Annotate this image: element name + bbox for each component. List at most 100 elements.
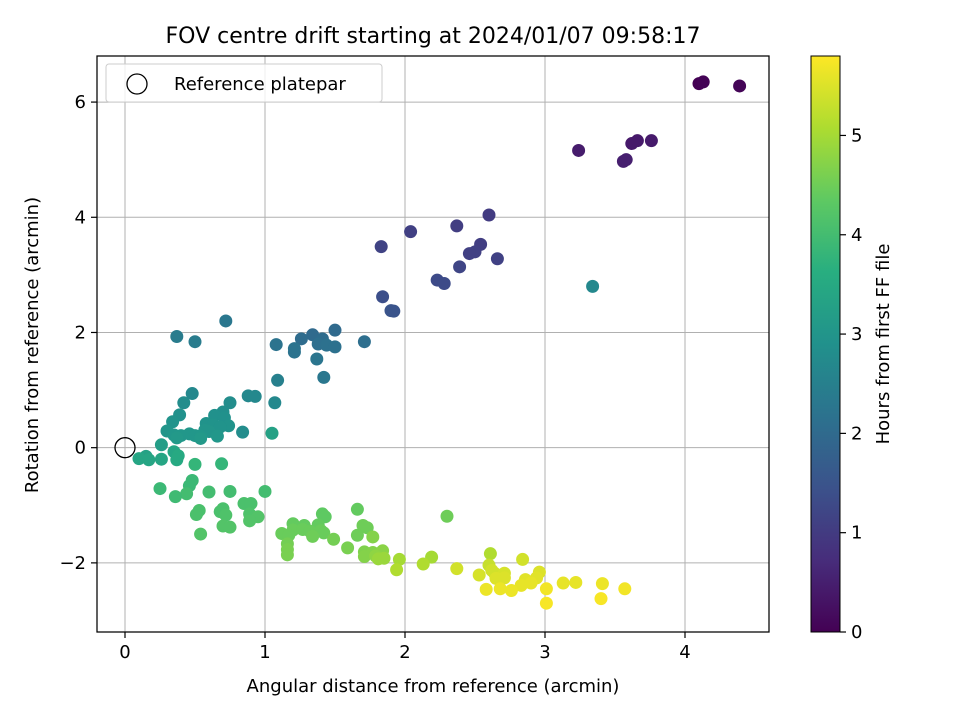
data-point [265, 426, 279, 440]
y-tick-label: 0 [75, 438, 86, 459]
data-point [595, 577, 609, 591]
data-point [132, 452, 146, 466]
data-point [210, 429, 224, 443]
data-point [236, 425, 250, 439]
data-point [696, 75, 710, 89]
legend-marker-icon [126, 73, 148, 95]
colorbar-tick-label: 5 [851, 125, 862, 146]
data-point [194, 527, 208, 541]
data-point [223, 396, 237, 410]
data-point [618, 582, 632, 596]
x-tick-label: 2 [399, 642, 410, 663]
data-point [189, 507, 203, 521]
data-point [390, 563, 404, 577]
data-point [539, 596, 553, 610]
data-point [154, 452, 168, 466]
data-point [387, 304, 401, 318]
data-point [202, 485, 216, 499]
reference-platepar-marker [114, 437, 136, 459]
y-tick-label: 4 [75, 207, 86, 228]
data-point [306, 529, 320, 543]
data-point [404, 225, 418, 239]
data-point [188, 457, 202, 471]
data-point [219, 508, 233, 522]
data-point [258, 484, 272, 498]
data-point [450, 562, 464, 576]
x-axis: 0 1 2 3 4 [119, 632, 691, 663]
x-axis-label: Angular distance from reference (arcmin) [247, 676, 620, 697]
x-tick-label: 1 [259, 642, 270, 663]
data-point [497, 571, 511, 585]
data-point [268, 396, 282, 410]
data-point [219, 314, 233, 328]
data-point [450, 219, 464, 233]
data-point [327, 532, 341, 546]
colorbar-gradient [810, 55, 841, 633]
data-point [317, 526, 331, 540]
data-point [280, 548, 294, 562]
data-point [630, 134, 644, 148]
data-point [483, 547, 497, 561]
data-point [350, 528, 364, 542]
y-tick-label: 6 [75, 92, 86, 113]
data-point [516, 552, 530, 566]
data-point [153, 482, 167, 496]
data-point [154, 438, 168, 452]
data-point [223, 520, 237, 534]
data-point [366, 530, 380, 544]
data-point [185, 387, 199, 401]
data-point [437, 277, 451, 291]
data-point [377, 551, 391, 565]
data-point [168, 490, 182, 504]
data-point [440, 509, 454, 523]
data-point [472, 568, 486, 582]
data-point [572, 143, 586, 157]
data-point [594, 592, 608, 606]
data-point [453, 260, 467, 274]
colorbar-tick-label: 3 [851, 324, 862, 345]
data-point [586, 279, 600, 293]
data-point [350, 502, 364, 516]
colorbar-tick-label: 0 [851, 622, 862, 643]
data-point [194, 431, 208, 445]
data-point [142, 453, 156, 467]
data-point [328, 323, 342, 337]
data-point [482, 208, 496, 222]
data-point [170, 453, 184, 467]
data-point [188, 335, 202, 349]
legend[interactable]: Reference platepar [105, 63, 383, 103]
x-tick-label: 4 [679, 642, 690, 663]
data-point [317, 370, 331, 384]
colorbar-tick-label: 4 [851, 225, 862, 246]
data-point [357, 335, 371, 349]
data-point [244, 497, 258, 511]
data-point [479, 582, 493, 596]
colorbar: 0 1 2 3 4 5 Hours from first FF file [810, 55, 894, 643]
data-point [269, 338, 283, 352]
data-point [223, 484, 237, 498]
y-tick-label: −2 [59, 553, 86, 574]
legend-label: Reference platepar [174, 74, 346, 95]
data-point [328, 340, 342, 354]
plot-area: 0 1 2 3 4 −2 0 2 4 6 Reference platepar [59, 55, 770, 663]
data-point [215, 457, 229, 471]
colorbar-tick-label: 2 [851, 423, 862, 444]
data-point [539, 582, 553, 596]
data-point [524, 576, 538, 590]
data-point [490, 252, 504, 266]
data-point [374, 240, 388, 254]
data-point [177, 396, 191, 410]
data-point [341, 541, 355, 555]
y-tick-label: 2 [75, 322, 86, 343]
chart-title: FOV centre drift starting at 2024/01/07 … [166, 24, 701, 49]
data-point [514, 578, 528, 592]
data-point [294, 332, 308, 346]
data-point [243, 514, 257, 528]
legend-box [105, 63, 383, 103]
data-point [170, 330, 184, 344]
data-point [619, 153, 633, 167]
plot-frame [96, 55, 770, 633]
x-tick-label: 0 [119, 642, 130, 663]
data-point [733, 79, 747, 93]
data-point [416, 557, 430, 571]
